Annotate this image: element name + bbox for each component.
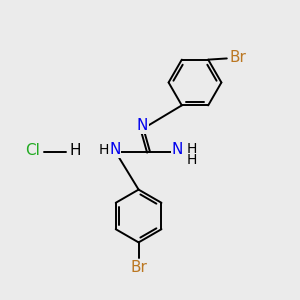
Text: H: H bbox=[186, 153, 197, 167]
Text: Cl: Cl bbox=[25, 143, 40, 158]
Text: N: N bbox=[172, 142, 183, 157]
Text: N: N bbox=[137, 118, 148, 134]
Text: H: H bbox=[69, 143, 81, 158]
Text: N: N bbox=[109, 142, 121, 157]
Text: Br: Br bbox=[130, 260, 147, 274]
Text: Br: Br bbox=[230, 50, 247, 65]
Text: H: H bbox=[186, 142, 197, 156]
Text: H: H bbox=[98, 143, 109, 157]
